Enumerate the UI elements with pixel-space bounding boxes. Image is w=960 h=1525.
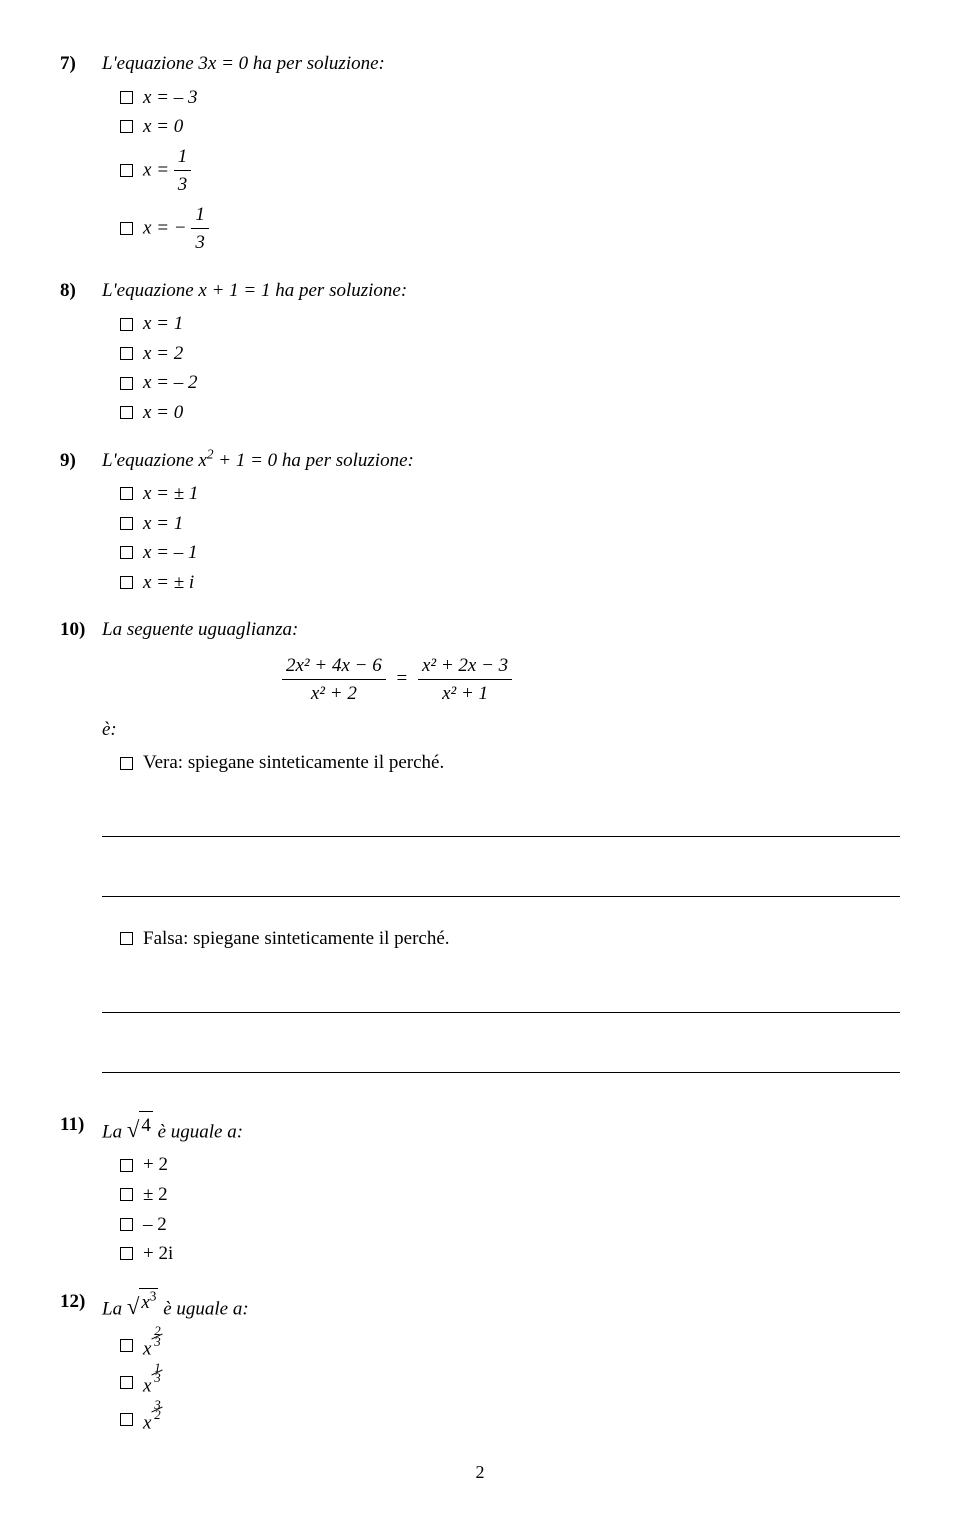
q7-opt-1: x = – 3 bbox=[120, 84, 900, 112]
q8-opt-2: x = 2 bbox=[120, 340, 900, 368]
answer-line[interactable] bbox=[102, 807, 900, 837]
checkbox-icon[interactable] bbox=[120, 1247, 133, 1260]
answer-line[interactable] bbox=[102, 1043, 900, 1073]
q10-opt-falsa: Falsa: spiegane sinteticamente il perché… bbox=[120, 925, 900, 953]
q7-opt-4: x = − 13 bbox=[120, 201, 900, 257]
checkbox-icon[interactable] bbox=[120, 91, 133, 104]
checkbox-icon[interactable] bbox=[120, 1376, 133, 1389]
checkbox-icon[interactable] bbox=[120, 546, 133, 559]
question-10: 10) La seguente uguaglianza: 2x² + 4x − … bbox=[60, 616, 900, 1076]
checkbox-icon[interactable] bbox=[120, 517, 133, 530]
answer-line[interactable] bbox=[102, 867, 900, 897]
q11-opt-3: – 2 bbox=[120, 1211, 900, 1239]
checkbox-icon[interactable] bbox=[120, 1413, 133, 1426]
checkbox-icon[interactable] bbox=[120, 487, 133, 500]
q10-equation: 2x² + 4x − 6x² + 2 = x² + 2x − 3x² + 1 bbox=[282, 652, 900, 708]
checkbox-icon[interactable] bbox=[120, 377, 133, 390]
q11-text: La √4 è uguale a: bbox=[102, 1111, 900, 1146]
checkbox-icon[interactable] bbox=[120, 120, 133, 133]
q12-opt-2: x13 bbox=[120, 1365, 900, 1400]
q9-opt-4: x = ± i bbox=[120, 569, 900, 597]
q7-opt-2: x = 0 bbox=[120, 113, 900, 141]
q8-number: 8) bbox=[60, 277, 102, 429]
q9-opt-3: x = – 1 bbox=[120, 539, 900, 567]
page-number: 2 bbox=[60, 1459, 900, 1485]
q9-text: L'equazione x2 + 1 = 0 ha per soluzione: bbox=[102, 447, 900, 475]
q12-text: La √x3 è uguale a: bbox=[102, 1288, 900, 1323]
question-11: 11) La √4 è uguale a: + 2 ± 2 – 2 + 2i bbox=[60, 1111, 900, 1270]
checkbox-icon[interactable] bbox=[120, 222, 133, 235]
q10-text: La seguente uguaglianza: bbox=[102, 616, 900, 644]
q11-number: 11) bbox=[60, 1111, 102, 1270]
q7-number: 7) bbox=[60, 50, 102, 259]
question-7: 7) L'equazione 3x = 0 ha per soluzione: … bbox=[60, 50, 900, 259]
answer-line[interactable] bbox=[102, 983, 900, 1013]
checkbox-icon[interactable] bbox=[120, 1339, 133, 1352]
checkbox-icon[interactable] bbox=[120, 757, 133, 770]
checkbox-icon[interactable] bbox=[120, 1188, 133, 1201]
checkbox-icon[interactable] bbox=[120, 406, 133, 419]
q8-opt-4: x = 0 bbox=[120, 399, 900, 427]
q10-opt-vera: Vera: spiegane sinteticamente il perché. bbox=[120, 749, 900, 777]
sqrt-icon: √4 bbox=[127, 1111, 153, 1140]
checkbox-icon[interactable] bbox=[120, 1218, 133, 1231]
q12-opt-3: x32 bbox=[120, 1402, 900, 1437]
checkbox-icon[interactable] bbox=[120, 347, 133, 360]
checkbox-icon[interactable] bbox=[120, 318, 133, 331]
checkbox-icon[interactable] bbox=[120, 932, 133, 945]
q7-text: L'equazione 3x = 0 ha per soluzione: bbox=[102, 50, 900, 78]
q10-is: è: bbox=[102, 716, 900, 744]
question-12: 12) La √x3 è uguale a: x23 x13 x32 bbox=[60, 1288, 900, 1440]
checkbox-icon[interactable] bbox=[120, 1159, 133, 1172]
q10-number: 10) bbox=[60, 616, 102, 1076]
q8-text: L'equazione x + 1 = 1 ha per soluzione: bbox=[102, 277, 900, 305]
sqrt-icon: √x3 bbox=[127, 1288, 159, 1317]
q8-opt-3: x = – 2 bbox=[120, 369, 900, 397]
q9-opt-2: x = 1 bbox=[120, 510, 900, 538]
q9-number: 9) bbox=[60, 447, 102, 599]
checkbox-icon[interactable] bbox=[120, 164, 133, 177]
checkbox-icon[interactable] bbox=[120, 576, 133, 589]
question-8: 8) L'equazione x + 1 = 1 ha per soluzion… bbox=[60, 277, 900, 429]
q12-number: 12) bbox=[60, 1288, 102, 1440]
q12-opt-1: x23 bbox=[120, 1328, 900, 1363]
question-9: 9) L'equazione x2 + 1 = 0 ha per soluzio… bbox=[60, 447, 900, 599]
q11-opt-1: + 2 bbox=[120, 1151, 900, 1179]
q7-opt-3: x = 13 bbox=[120, 143, 900, 199]
q9-opt-1: x = ± 1 bbox=[120, 480, 900, 508]
q11-opt-2: ± 2 bbox=[120, 1181, 900, 1209]
q8-opt-1: x = 1 bbox=[120, 310, 900, 338]
q11-opt-4: + 2i bbox=[120, 1240, 900, 1268]
